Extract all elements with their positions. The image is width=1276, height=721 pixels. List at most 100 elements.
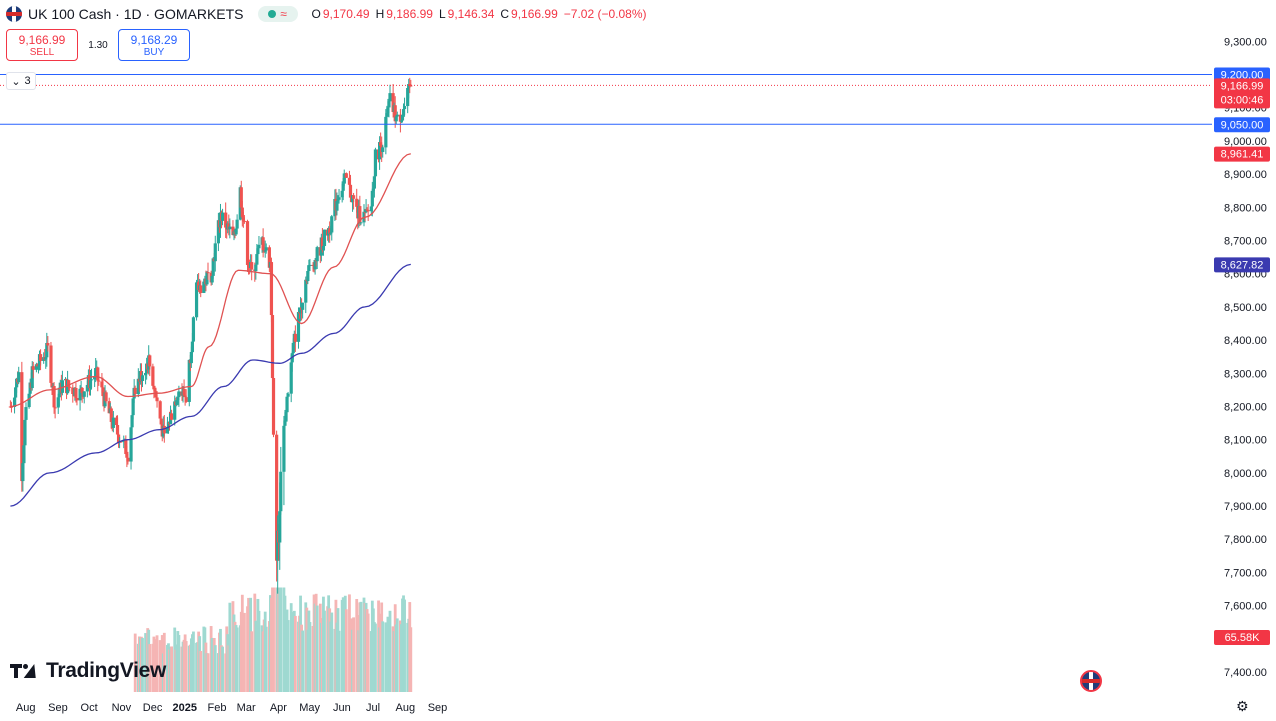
candle-body	[60, 380, 64, 393]
ma-slow-line	[10, 263, 411, 507]
candle-body	[124, 439, 128, 455]
logo-text: TradingView	[46, 659, 167, 682]
volume-bar	[301, 630, 305, 692]
candle-body	[50, 382, 54, 388]
volume-bar	[308, 622, 312, 692]
candle-body	[45, 343, 49, 358]
volume-bar	[366, 613, 370, 692]
ohlc-readout: O 9,170.49 H 9,186.99 L 9,146.34 C 9,166.99 …	[312, 7, 651, 21]
candle-body	[347, 177, 352, 185]
candle-body	[388, 93, 392, 102]
uk-flag-badge-icon[interactable]	[1080, 670, 1102, 692]
candle-body	[155, 397, 159, 402]
candle-body	[166, 422, 171, 427]
candle-body	[119, 441, 123, 443]
candle-body	[85, 384, 89, 392]
change-value: −7.02 (−0.08%)	[563, 7, 647, 21]
candle-body	[153, 389, 157, 392]
candle-body	[408, 83, 412, 86]
candle-body	[278, 511, 282, 543]
candle-body	[154, 391, 158, 398]
candle-body	[372, 176, 376, 189]
candle-body	[270, 315, 275, 379]
candle-body	[240, 207, 244, 218]
candle-body	[342, 177, 346, 184]
buy-price: 9,168.29	[130, 32, 178, 47]
volume-bar	[148, 644, 152, 692]
candle-body	[250, 262, 254, 270]
candle-body	[129, 427, 133, 462]
volume-bar	[141, 637, 144, 692]
time-tick-label: May	[299, 702, 320, 714]
level-tag-9050	[1214, 117, 1270, 133]
candle-body	[210, 275, 214, 283]
candle-body	[88, 379, 93, 389]
price-tick-label: 7,800.00	[1224, 534, 1267, 546]
candle-body	[384, 116, 388, 148]
time-tick-label: Aug	[395, 702, 415, 714]
candle-body	[391, 93, 395, 113]
settings-gear-icon[interactable]: ⚙	[1236, 698, 1249, 714]
candle-body	[406, 88, 410, 107]
time-axis[interactable]: Aug Sep Oct Nov Dec 2025 Feb Mar Apr May Jun Jul Aug…	[16, 702, 447, 714]
volume-bar	[344, 609, 348, 692]
sell-button[interactable]: 9,166.99 SELL	[6, 29, 78, 61]
volume-bar	[235, 627, 239, 692]
candle-body	[359, 222, 363, 224]
time-tick-label: Aug	[16, 702, 36, 714]
candle-body	[242, 220, 246, 222]
candle-body	[28, 382, 32, 394]
candle-body	[27, 393, 31, 408]
candle-body	[358, 206, 362, 224]
price-tick-label: 7,400.00	[1224, 667, 1267, 679]
symbol-title[interactable]: UK 100 Cash · 1D · GOMARKETS	[28, 6, 244, 22]
ma-fast-line	[10, 153, 411, 408]
candle-body	[34, 364, 38, 370]
candle-body	[263, 250, 267, 252]
candle-body	[173, 401, 177, 420]
candle-body	[183, 395, 187, 398]
candle-body	[330, 216, 334, 233]
price-axis[interactable]: 9,300.009,200.009,100.009,000.008,900.00…	[1224, 36, 1267, 679]
price-tick-label: 7,600.00	[1224, 601, 1267, 613]
market-status-pill[interactable]: ≈	[257, 6, 298, 22]
volume-bar	[293, 615, 297, 692]
candle-body	[271, 378, 276, 435]
candle-body	[393, 105, 397, 122]
buy-button[interactable]: 9,168.29 BUY	[118, 29, 190, 61]
volume-bar	[177, 635, 181, 692]
indicator-collapse-button[interactable]: ⌄ 3	[6, 72, 36, 90]
candle-body	[190, 341, 194, 352]
candle-body	[373, 149, 378, 177]
ma-slow-tag-text: 8,627.82	[1221, 259, 1264, 271]
volume-bar	[133, 633, 137, 692]
volume-bar	[279, 587, 283, 692]
candle-body	[227, 223, 231, 230]
candle-body	[246, 264, 251, 267]
candle-body	[336, 199, 340, 202]
candle-body	[182, 388, 186, 396]
candle-body	[401, 109, 406, 115]
candle-body	[23, 419, 27, 446]
candle-body	[148, 355, 152, 367]
candle-body	[107, 401, 111, 414]
candle-body	[400, 114, 405, 121]
candle-body	[245, 221, 250, 265]
candle-body	[116, 434, 121, 443]
candle-body	[93, 376, 97, 380]
candle-body	[275, 434, 279, 561]
volume-tag	[1214, 630, 1270, 645]
candle-body	[104, 392, 108, 402]
volume-bar	[374, 623, 377, 692]
candle-body	[24, 407, 28, 420]
sell-label: SELL	[29, 46, 55, 58]
candle-body	[315, 247, 319, 262]
tradingview-logo-icon	[10, 662, 41, 680]
volume-bar	[228, 602, 232, 692]
volume-bar	[162, 632, 166, 692]
candle-body	[379, 142, 383, 146]
candle-body	[140, 375, 145, 382]
candle-body	[71, 387, 75, 395]
low-label: L	[438, 7, 446, 21]
